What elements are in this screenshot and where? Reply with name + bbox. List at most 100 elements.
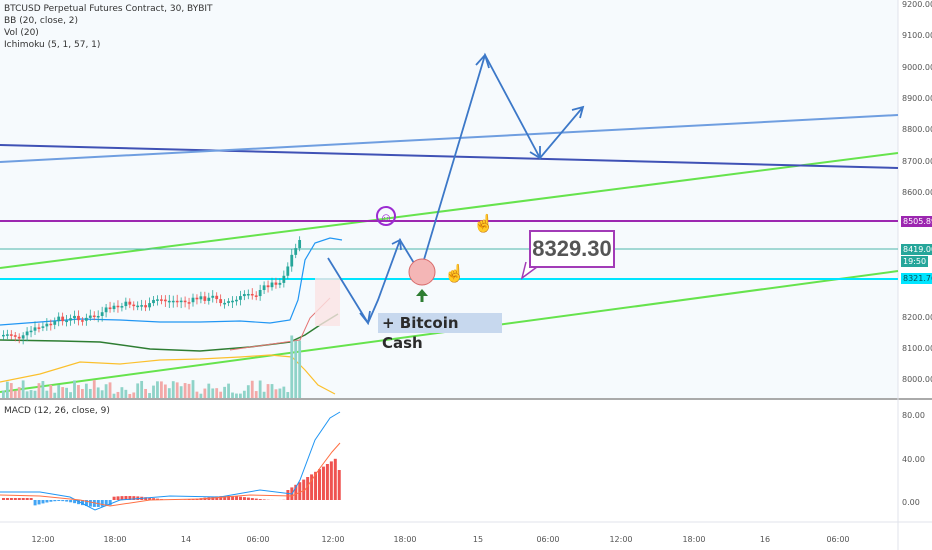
- macd-bar: [128, 496, 132, 500]
- volume-bar: [290, 335, 294, 398]
- candle: [294, 248, 298, 255]
- macd-bar: [148, 497, 152, 500]
- volume-bar: [163, 384, 167, 398]
- macd-bar: [144, 497, 148, 500]
- volume-bar: [203, 388, 207, 398]
- macd-bar: [81, 500, 84, 506]
- time-tick: 14: [180, 535, 192, 544]
- price-callout[interactable]: 8329.30: [529, 230, 615, 268]
- legend-symbol[interactable]: BTCUSD Perpetual Futures Contract, 30, B…: [4, 4, 213, 14]
- ichimoku-line: [0, 313, 339, 352]
- volume-bar: [246, 385, 250, 398]
- candle: [183, 300, 187, 303]
- candle: [258, 290, 262, 297]
- blue-trendline[interactable]: [0, 144, 899, 169]
- candle: [61, 316, 65, 322]
- volume-bar: [45, 390, 49, 398]
- macd-pane: [0, 400, 898, 522]
- macd-legend[interactable]: MACD (12, 26, close, 9): [4, 406, 110, 416]
- volume-bar: [219, 391, 223, 398]
- chart-legend: BTCUSD Perpetual Futures Contract, 30, B…: [4, 3, 213, 51]
- candle: [242, 294, 246, 297]
- macd-bar: [337, 470, 341, 500]
- candle: [250, 293, 254, 296]
- legend-bb[interactable]: BB (20, close, 2): [4, 16, 79, 26]
- candle: [298, 240, 302, 249]
- volume-bar: [187, 383, 191, 398]
- price-tick: 8700.00: [902, 157, 932, 166]
- macd-bar: [254, 498, 258, 500]
- candle: [104, 307, 108, 313]
- macd-bar: [227, 496, 231, 500]
- volume-bar: [286, 392, 290, 398]
- macd-bar: [57, 500, 61, 502]
- candle: [152, 299, 155, 304]
- volume-bar: [227, 383, 230, 398]
- macd-bar: [25, 498, 29, 500]
- volume-bar: [33, 390, 37, 398]
- price-pane: [0, 0, 898, 398]
- volume-bar: [215, 388, 219, 398]
- legend-ichimoku[interactable]: Ichimoku (5, 1, 57, 1): [4, 40, 101, 50]
- candle: [266, 285, 270, 288]
- smiley-icon[interactable]: ☺: [376, 206, 396, 226]
- candle: [128, 301, 132, 305]
- macd-tick: 0.00: [902, 498, 920, 507]
- volume-bar: [148, 393, 151, 398]
- macd-bar: [33, 500, 37, 506]
- bitcoin-cash-note[interactable]: + Bitcoin Cash: [378, 313, 502, 352]
- pointing-hand-icon[interactable]: ☝: [444, 264, 466, 283]
- candle: [29, 330, 33, 333]
- candle: [57, 316, 61, 322]
- macd-signal-line: [0, 442, 341, 507]
- arrow-head-4: [529, 146, 541, 160]
- time-tick: 06:00: [246, 535, 270, 544]
- legend-vol[interactable]: Vol (20): [4, 28, 39, 38]
- time-tick: 12:00: [31, 535, 55, 544]
- volume-bar: [250, 380, 254, 398]
- volume-bar: [9, 383, 13, 398]
- candle: [219, 299, 223, 304]
- macd-tick: 80.00: [902, 411, 925, 420]
- pointing-hand-icon[interactable]: ☝: [473, 214, 495, 233]
- macd-bar: [53, 500, 57, 502]
- candle: [215, 295, 219, 300]
- candle: [33, 327, 37, 331]
- macd-bar: [286, 490, 290, 500]
- volume-bar: [211, 388, 215, 398]
- light-blue-trendline[interactable]: [0, 114, 899, 163]
- candle: [156, 299, 159, 301]
- time-tick: 18:00: [393, 535, 417, 544]
- support-price-tag: 8321.76: [901, 273, 932, 284]
- candle: [207, 297, 211, 301]
- volume-bar: [17, 387, 21, 398]
- candle: [84, 317, 88, 321]
- candle: [96, 315, 100, 318]
- macd-bar: [2, 498, 5, 500]
- macd-bar: [77, 500, 81, 505]
- macd-bar: [325, 464, 329, 500]
- price-tick: 8100.00: [902, 344, 932, 353]
- volume-bar: [262, 391, 266, 398]
- volume-bar: [175, 382, 179, 398]
- candle: [21, 335, 25, 339]
- volume-bar: [61, 387, 65, 398]
- price-tick: 8600.00: [902, 188, 932, 197]
- price-tick: 8800.00: [902, 125, 932, 134]
- macd-bar: [231, 496, 235, 500]
- candle: [140, 305, 144, 307]
- macd-bar: [73, 500, 77, 504]
- volume-bar: [116, 391, 120, 398]
- volume-bar: [65, 387, 68, 398]
- arrow-head-3: [475, 53, 490, 69]
- candle: [179, 300, 183, 303]
- volume-bar: [266, 384, 270, 398]
- volume-bar: [124, 389, 128, 398]
- volume-bar: [167, 388, 171, 398]
- ichimoku-cloud: [315, 278, 340, 326]
- macd-bar: [49, 500, 53, 502]
- candle: [282, 275, 286, 283]
- macd-bar: [88, 500, 92, 507]
- candle: [270, 282, 274, 288]
